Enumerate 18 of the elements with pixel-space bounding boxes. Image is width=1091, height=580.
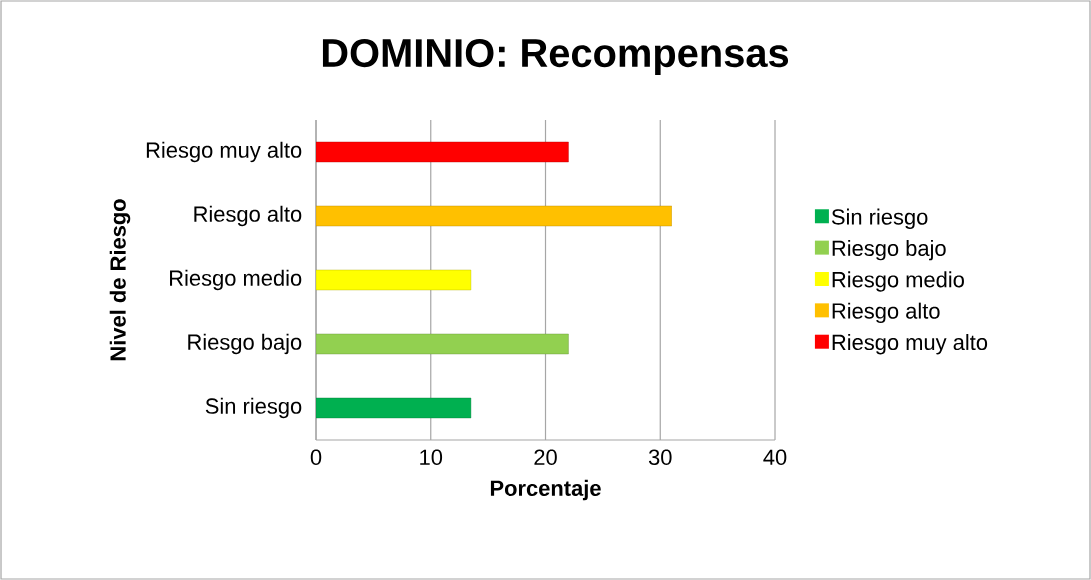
y-tick-label: Riesgo alto — [194, 205, 302, 227]
y-tick-label: Riesgo medio — [170, 269, 302, 291]
y-tick-label: Riesgo bajo — [188, 333, 302, 355]
legend-label: Riesgo alto — [832, 302, 940, 324]
x-tick-label: 10 — [420, 449, 443, 466]
legend-label: Sin riesgo — [831, 208, 928, 230]
legend-label: Riesgo muy alto — [832, 334, 988, 355]
legend-label: Riesgo medio — [832, 271, 964, 292]
x-axis-title: Porcentaje — [490, 479, 601, 501]
chart-title: DOMINIO: Recompensas — [322, 38, 789, 76]
x-tick-label: 40 — [763, 449, 787, 466]
x-tick-label: 30 — [648, 449, 672, 466]
y-tick-label: Sin riesgo — [205, 397, 302, 419]
y-tick-label: Riesgo muy alto — [146, 141, 302, 163]
x-tick-label: 0 — [310, 449, 322, 466]
legend-label: Riesgo bajo — [832, 239, 946, 261]
y-axis-title: Nivel de Riesgo — [109, 199, 131, 361]
x-tick-label: 20 — [534, 449, 557, 466]
